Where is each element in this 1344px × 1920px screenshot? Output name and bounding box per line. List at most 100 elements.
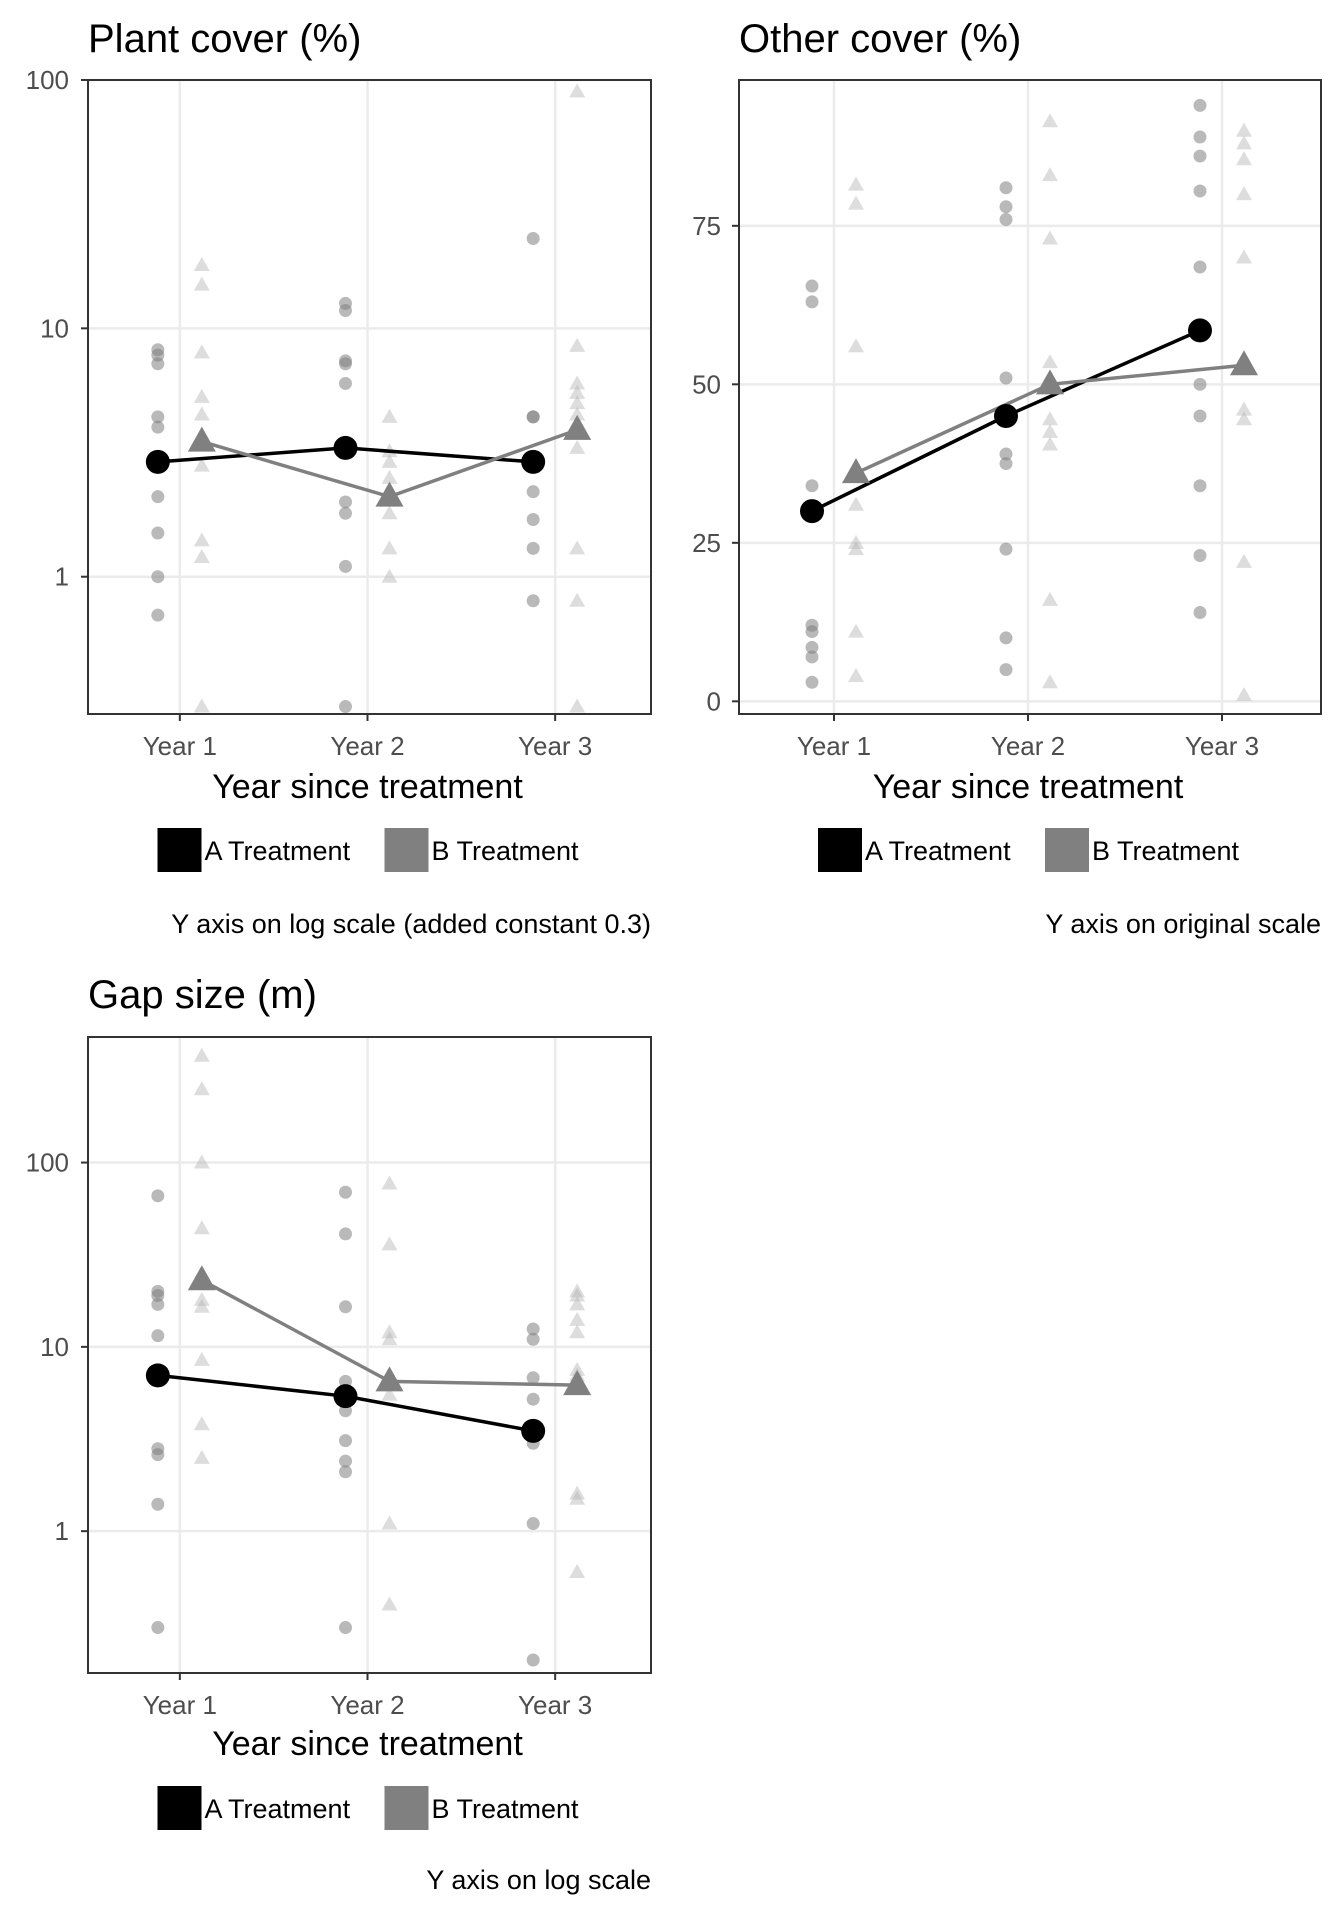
x-tick-label: Year 3 <box>518 1690 592 1720</box>
x-axis-label: Year since treatment <box>212 1725 523 1763</box>
data-point-b <box>569 337 586 352</box>
data-point-a <box>526 1332 540 1346</box>
x-axis-label: Year since treatment <box>873 768 1184 806</box>
data-point-a <box>999 181 1013 195</box>
data-point-a <box>526 541 540 555</box>
data-point-b <box>848 496 864 511</box>
y-tick-label: 25 <box>692 528 721 558</box>
data-point-a <box>805 675 819 689</box>
data-point-a <box>339 376 352 390</box>
mean-marker-a <box>1188 318 1212 343</box>
data-point-a <box>339 559 352 573</box>
data-point-b <box>193 1298 210 1313</box>
data-point-a <box>999 542 1013 556</box>
data-point-b <box>1042 354 1058 369</box>
mean-marker-a <box>333 1384 358 1409</box>
mean-marker-b <box>1036 369 1064 395</box>
chart-title: Gap size (m) <box>88 973 317 1017</box>
data-point-a <box>526 1371 540 1385</box>
data-point-a <box>1193 377 1207 391</box>
data-point-b <box>1236 411 1252 426</box>
data-point-b <box>1042 230 1058 245</box>
data-point-a <box>339 1434 352 1448</box>
data-point-b <box>569 1324 586 1339</box>
mean-marker-b <box>375 481 404 507</box>
data-point-a <box>805 279 819 293</box>
data-point-b <box>848 195 864 210</box>
data-point-a <box>999 447 1013 461</box>
plant-cover-panel: 1 10 100 Year 1 Year 2 Year 3 Plant cover (%) Y… <box>26 17 652 939</box>
data-point-b <box>381 1596 398 1611</box>
y-tick-label: 100 <box>26 1148 69 1178</box>
y-tick-label: 0 <box>707 686 721 716</box>
data-point-b <box>569 1564 586 1579</box>
data-point-b <box>1042 591 1058 606</box>
data-point-a <box>339 1374 352 1388</box>
data-point-b <box>1236 686 1252 701</box>
mean-marker-a <box>333 435 358 460</box>
x-tick-label: Year 2 <box>330 1690 404 1720</box>
data-point-b <box>193 1291 210 1306</box>
data-point-b <box>193 532 210 547</box>
data-point-b <box>193 457 210 472</box>
legend-label-b: B Treatment <box>432 836 580 866</box>
data-point-a <box>999 663 1013 677</box>
data-point-b <box>1236 401 1252 416</box>
data-point-b <box>193 698 210 713</box>
data-point-a <box>1193 149 1207 163</box>
plot-background <box>739 80 1321 714</box>
data-point-b <box>381 469 398 484</box>
data-point-a <box>805 295 819 309</box>
data-point-b <box>193 1220 210 1235</box>
plot-border <box>87 79 652 715</box>
data-point-b <box>569 375 586 390</box>
data-point-b <box>1042 167 1058 182</box>
mean-marker-b <box>1230 350 1258 376</box>
data-point-b <box>1236 186 1252 201</box>
data-point-a <box>151 1189 165 1203</box>
data-point-b <box>193 1081 210 1096</box>
data-point-a <box>1193 409 1207 423</box>
legend-swatch-a <box>157 828 202 872</box>
data-point-a <box>526 594 540 608</box>
plot-background <box>88 1037 651 1673</box>
x-tick-label: Year 3 <box>518 731 592 761</box>
data-point-b <box>569 395 586 410</box>
data-point-b <box>569 1283 586 1298</box>
data-point-a <box>339 1227 352 1241</box>
data-point-a <box>151 1284 165 1298</box>
legend-label-a: A Treatment <box>205 836 351 866</box>
mean-marker-b <box>375 1366 404 1392</box>
data-point-a <box>999 200 1013 214</box>
data-point-a <box>339 1454 352 1468</box>
mean-marker-b <box>187 426 216 452</box>
data-point-b <box>1236 249 1252 264</box>
gap-size-panel: 1 10 100 Year 1 Year 2 Year 3 Gap size (m) Year… <box>26 973 652 1895</box>
plot-border <box>87 1036 652 1674</box>
data-point-b <box>1236 553 1252 568</box>
data-point-a <box>999 212 1013 226</box>
mean-marker-a <box>800 499 824 524</box>
data-point-a <box>151 1497 165 1511</box>
data-point-a <box>339 1465 352 1479</box>
data-point-b <box>193 1351 210 1366</box>
mean-marker-b <box>563 1370 592 1396</box>
legend-label-a: A Treatment <box>205 1794 351 1824</box>
axis-scale-caption: Y axis on log scale (added constant 0.3) <box>171 909 651 939</box>
data-point-a <box>526 1517 540 1531</box>
legend-swatch-a <box>157 1786 202 1830</box>
data-point-b <box>381 568 398 583</box>
data-point-a <box>526 485 540 499</box>
x-tick-label: Year 2 <box>991 731 1065 761</box>
x-tick-label: Year 1 <box>143 1690 217 1720</box>
data-point-a <box>151 490 165 504</box>
data-point-b <box>193 1416 210 1431</box>
data-point-b <box>848 667 864 682</box>
data-point-a <box>999 631 1013 645</box>
y-tick-label: 1 <box>55 1516 69 1546</box>
y-tick-label: 50 <box>692 369 721 399</box>
x-tick-label: Year 1 <box>797 731 871 761</box>
mean-marker-a <box>145 449 170 474</box>
mean-marker-a <box>521 1418 546 1443</box>
data-point-b <box>193 344 210 359</box>
